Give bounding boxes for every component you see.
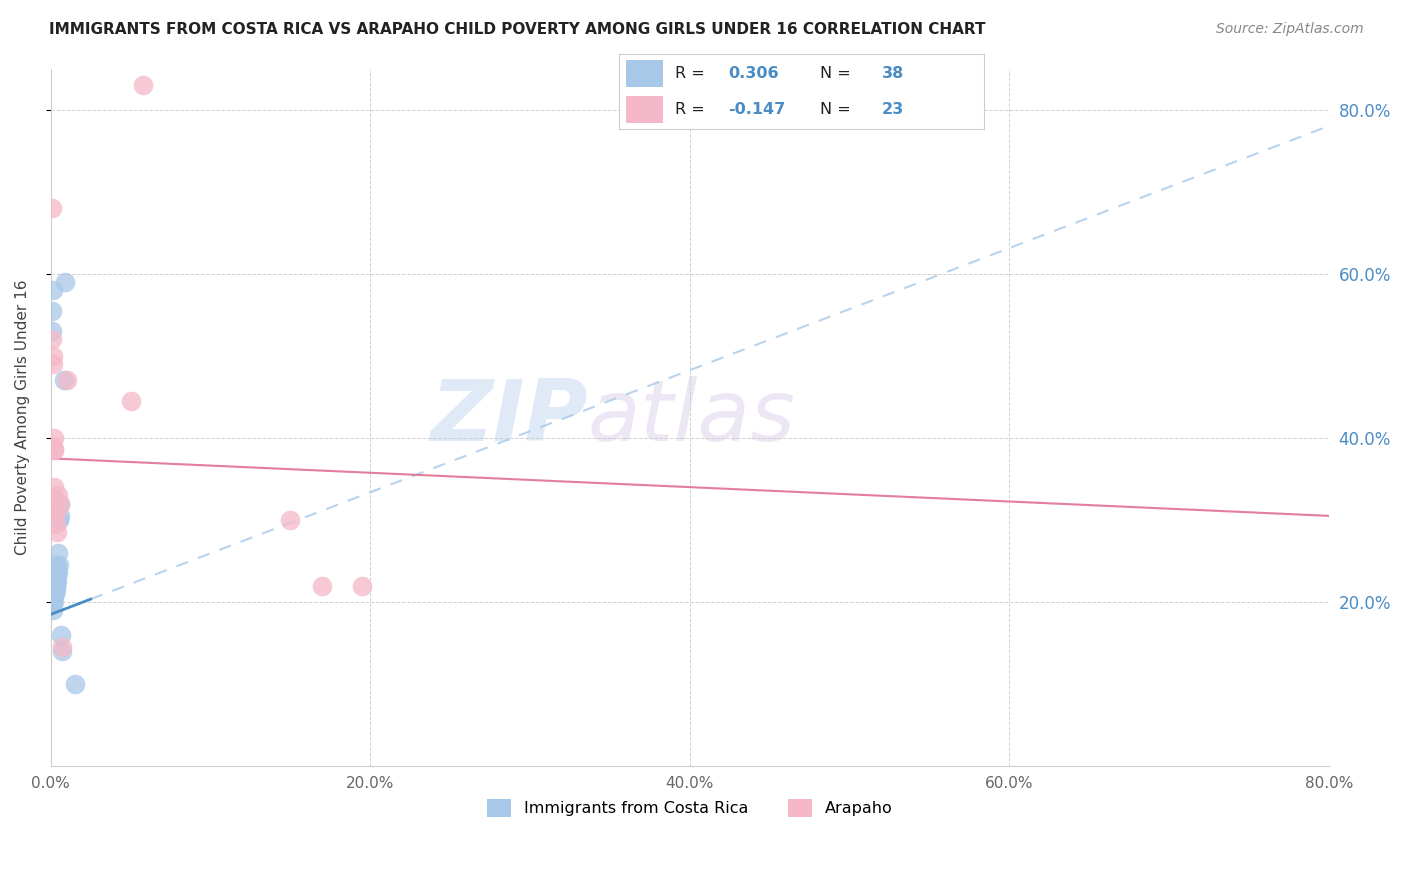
Point [44, 587, 66, 601]
Point [44, 505, 66, 519]
Point [132, 78, 155, 92]
Text: N =: N = [820, 66, 856, 81]
Point [52, 373, 75, 387]
Text: ZIP: ZIP [430, 376, 588, 458]
Point [41, 595, 63, 609]
Point [51, 640, 73, 655]
Point [44, 492, 66, 507]
Point [44, 480, 66, 494]
Text: IMMIGRANTS FROM COSTA RICA VS ARAPAHO CHILD POVERTY AMONG GIRLS UNDER 16 CORRELA: IMMIGRANTS FROM COSTA RICA VS ARAPAHO CH… [49, 22, 986, 37]
Point [42, 431, 65, 445]
Point [41, 587, 63, 601]
Bar [626, 96, 662, 123]
Text: N =: N = [820, 102, 856, 117]
Text: 38: 38 [882, 66, 904, 81]
Text: -0.147: -0.147 [728, 102, 786, 117]
Point [120, 393, 142, 408]
Point [46, 488, 69, 502]
Point [42, 443, 65, 458]
Point [42, 443, 65, 458]
Point [46, 546, 69, 560]
Point [53, 275, 76, 289]
Text: 0.306: 0.306 [728, 66, 779, 81]
Point [45, 582, 67, 597]
Point [42, 283, 65, 297]
Point [46, 562, 69, 576]
Point [44, 579, 66, 593]
Point [41, 303, 63, 318]
Point [46, 566, 69, 581]
Point [45, 558, 67, 573]
Text: 23: 23 [882, 102, 904, 117]
Point [44, 582, 66, 597]
Point [42, 591, 65, 605]
Point [56, 373, 79, 387]
Point [44, 562, 66, 576]
Point [42, 582, 65, 597]
Point [48, 497, 70, 511]
Point [44, 579, 66, 593]
Point [51, 644, 73, 658]
Text: Source: ZipAtlas.com: Source: ZipAtlas.com [1216, 22, 1364, 37]
Point [46, 566, 69, 581]
Point [41, 324, 63, 338]
Point [42, 595, 65, 609]
Bar [626, 60, 662, 87]
Point [44, 570, 66, 584]
Point [42, 582, 65, 597]
Point [45, 517, 67, 532]
Point [42, 357, 65, 371]
Point [45, 574, 67, 589]
Point [45, 574, 67, 589]
Point [44, 574, 66, 589]
Point [41, 332, 63, 346]
Point [42, 439, 65, 453]
Point [63, 677, 86, 691]
Point [48, 508, 70, 523]
Text: R =: R = [675, 102, 710, 117]
Point [280, 513, 302, 527]
Point [45, 525, 67, 540]
Point [42, 582, 65, 597]
Point [51, 628, 73, 642]
Point [49, 497, 72, 511]
Point [48, 513, 70, 527]
Text: atlas: atlas [588, 376, 796, 458]
Point [44, 566, 66, 581]
Point [42, 579, 65, 593]
Point [42, 349, 65, 363]
Point [352, 579, 374, 593]
Point [41, 201, 63, 215]
Point [45, 579, 67, 593]
Y-axis label: Child Poverty Among Girls Under 16: Child Poverty Among Girls Under 16 [15, 279, 30, 555]
Point [311, 579, 333, 593]
Point [42, 603, 65, 617]
Point [45, 570, 67, 584]
Point [45, 505, 67, 519]
Legend: Immigrants from Costa Rica, Arapaho: Immigrants from Costa Rica, Arapaho [479, 791, 901, 824]
Point [48, 558, 70, 573]
Text: R =: R = [675, 66, 710, 81]
